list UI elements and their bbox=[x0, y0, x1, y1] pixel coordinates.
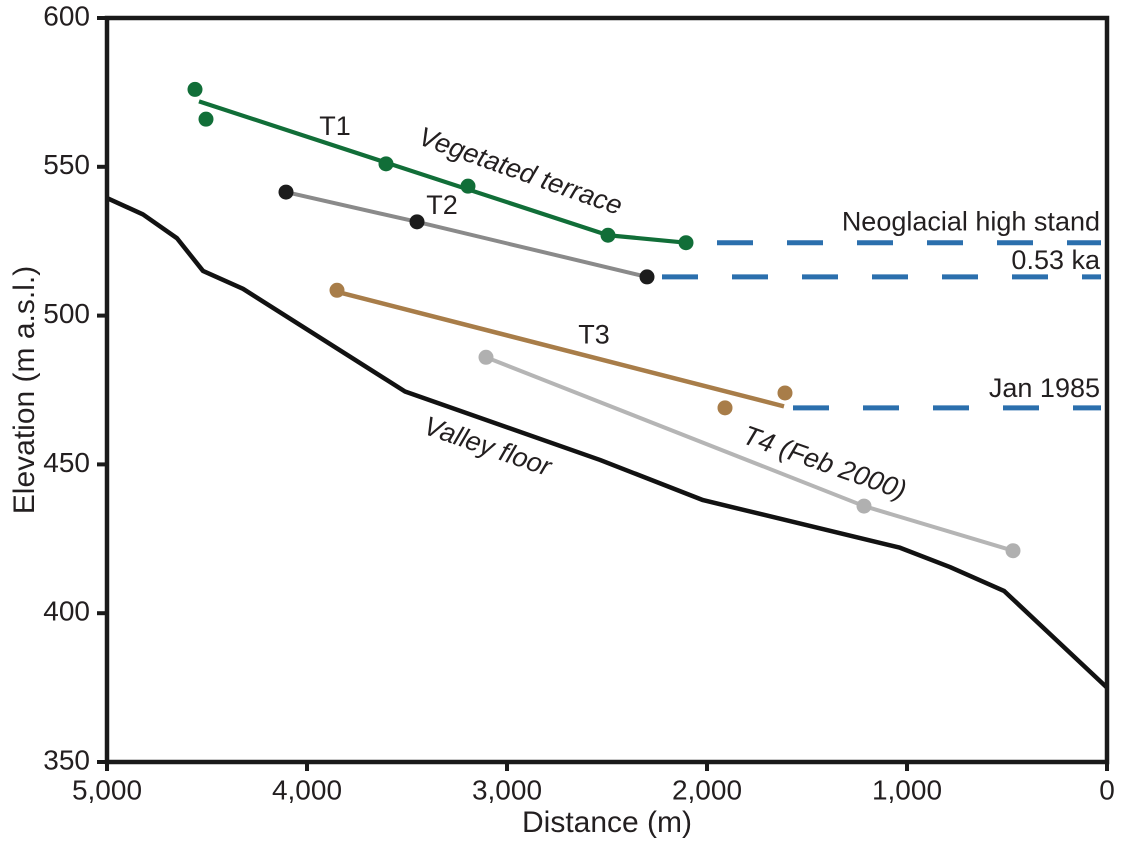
x-tick-label: 2,000 bbox=[672, 774, 742, 805]
series-marker-t1-vegetated-terrace bbox=[678, 235, 694, 251]
series-line-t4-feb-2000 bbox=[485, 355, 1014, 553]
x-tick-label: 3,000 bbox=[472, 774, 542, 805]
series-marker-t3 bbox=[717, 400, 733, 416]
series-marker-t1-vegetated-terrace bbox=[460, 178, 476, 194]
annotation-t2: T2 bbox=[426, 190, 458, 220]
x-tick-label: 1,000 bbox=[872, 774, 942, 805]
y-tick-label: 600 bbox=[43, 0, 90, 31]
series-marker-t1-vegetated-terrace bbox=[187, 81, 203, 97]
series-line-t3 bbox=[336, 289, 785, 409]
y-axis-title: Elevation (m a.s.l.) bbox=[8, 266, 41, 514]
series-marker-t3 bbox=[329, 282, 345, 298]
annotation-t1: T1 bbox=[319, 111, 351, 141]
series-line-valley-floor bbox=[106, 195, 1109, 690]
y-tick-label: 350 bbox=[43, 744, 90, 775]
series-marker-t2 bbox=[409, 214, 425, 230]
annotation-jan-1985: Jan 1985 bbox=[989, 373, 1100, 403]
series-marker-t4-feb-2000 bbox=[478, 349, 494, 365]
x-axis-title: Distance (m) bbox=[522, 806, 692, 839]
series-marker-t1-vegetated-terrace bbox=[198, 111, 214, 127]
x-tick-label: 4,000 bbox=[272, 774, 342, 805]
x-tick-label: 0 bbox=[1099, 774, 1115, 805]
series-marker-t1-vegetated-terrace bbox=[378, 156, 394, 172]
y-tick-label: 400 bbox=[43, 596, 90, 627]
x-tick-label: 5,000 bbox=[72, 774, 142, 805]
series-line-t1-vegetated-terrace bbox=[198, 99, 687, 245]
series-marker-t2 bbox=[278, 184, 294, 200]
annotation-t3: T3 bbox=[578, 320, 610, 350]
y-tick-label: 450 bbox=[43, 447, 90, 478]
series-marker-t1-vegetated-terrace bbox=[600, 227, 616, 243]
annotation-neoglacial-high-stand: Neoglacial high stand bbox=[842, 206, 1100, 236]
series-marker-t4-feb-2000 bbox=[856, 498, 872, 514]
series-marker-t3 bbox=[777, 385, 793, 401]
series-marker-t2 bbox=[639, 269, 655, 285]
annotation-0-53-ka: 0.53 ka bbox=[1011, 245, 1101, 275]
plot-border bbox=[104, 15, 1110, 765]
y-tick-label: 500 bbox=[43, 298, 90, 329]
y-tick-label: 550 bbox=[43, 149, 90, 180]
series-marker-t4-feb-2000 bbox=[1005, 543, 1021, 559]
